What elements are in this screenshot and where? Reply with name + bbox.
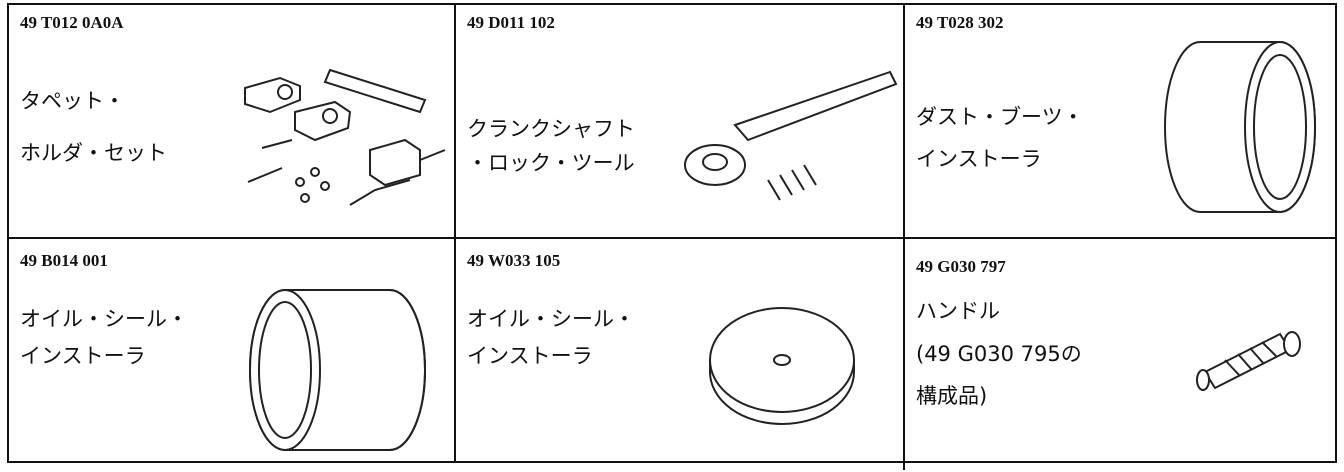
illustration (684, 70, 898, 201)
tool-name: ホルダ・セット (20, 141, 167, 165)
illustration (709, 307, 855, 425)
illustration (1164, 41, 1316, 213)
tool-name: ダスト・ブーツ・ (916, 105, 1084, 129)
part-number: 49 T028 302 (916, 13, 1004, 32)
illustration (244, 68, 446, 206)
part-number: 49 T012 0A0A (20, 13, 124, 32)
illustration (249, 289, 426, 451)
tool-name: タペット・ (20, 89, 125, 113)
tool-name: インストーラ (916, 147, 1042, 171)
part-number: 49 B014 001 (20, 251, 108, 270)
part-number: 49 W033 105 (467, 251, 560, 270)
tool-name: オイル・シール・ (467, 307, 635, 331)
table-border (7, 3, 1337, 463)
illustration (1196, 331, 1301, 391)
tool-name: ・ロック・ツール (467, 151, 635, 175)
tool-name: クランクシャフト (467, 117, 635, 141)
tool-name: オイル・シール・ (20, 307, 188, 331)
part-number: 49 G030 797 (916, 257, 1006, 276)
table-grid (7, 3, 1337, 470)
tool-name: インストーラ (467, 344, 593, 368)
tool-name: ハンドル (916, 299, 1000, 323)
tool-name: 構成品) (916, 384, 987, 408)
part-number: 49 D011 102 (467, 13, 555, 32)
tool-name: インストーラ (20, 344, 146, 368)
tool-name: (49 G030 795の (916, 342, 1082, 366)
